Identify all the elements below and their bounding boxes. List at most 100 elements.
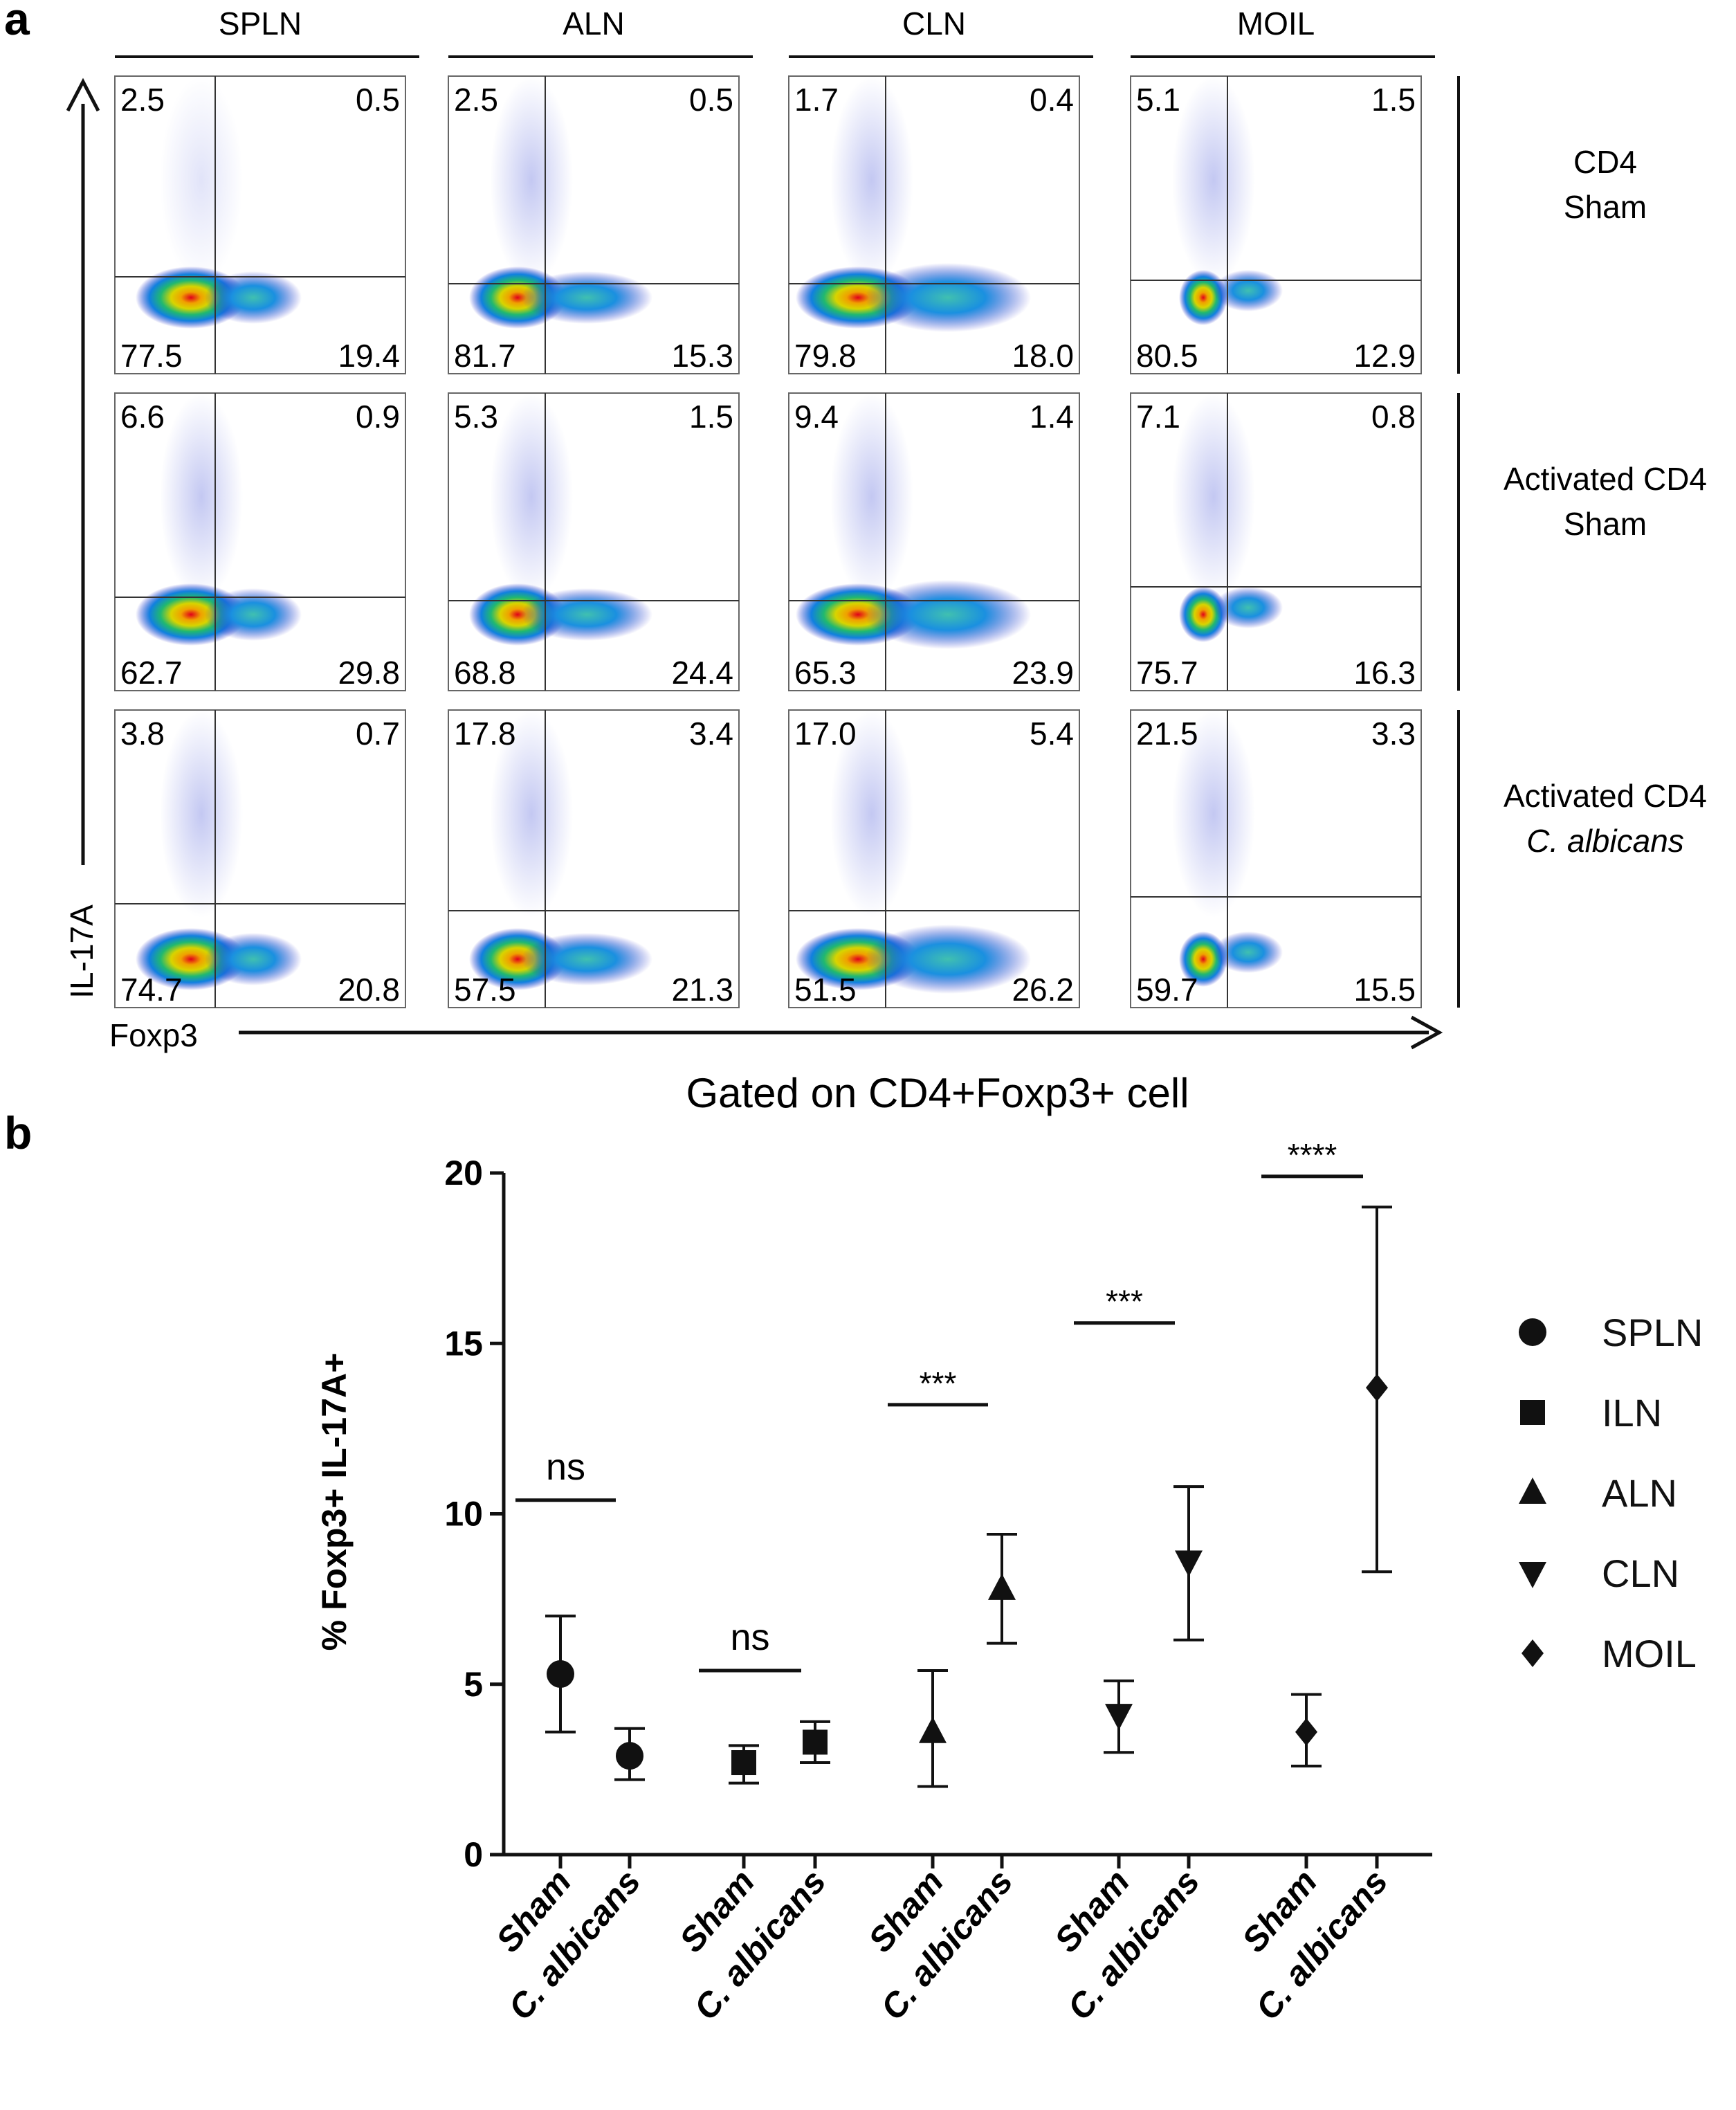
column-header: SPLN [219, 6, 302, 42]
flow-plot: 17.8 3.4 57.5 21.3 [448, 709, 740, 1008]
quadrant-value-upper-left: 9.4 [794, 399, 839, 435]
significance-label: *** [920, 1365, 957, 1401]
flow-plot: 21.5 3.3 59.7 15.5 [1130, 709, 1422, 1008]
legend-label: SPLN [1602, 1311, 1703, 1354]
event-density [1179, 270, 1227, 325]
il17a-axis-label: IL-17A [64, 904, 100, 999]
flow-plot: 2.5 0.5 81.7 15.3 [448, 75, 740, 374]
plot-frame [1130, 75, 1422, 374]
y-tick-label: 5 [464, 1665, 483, 1704]
quadrant-value-lower-left: 51.5 [794, 972, 857, 1008]
y-axis-arrow-head [66, 78, 100, 112]
series-cln [1104, 1485, 1204, 1754]
quadrant-value-upper-left: 21.5 [1136, 716, 1198, 752]
quadrant-value-upper-right: 0.5 [356, 82, 400, 118]
panel-a-label: a [4, 0, 30, 44]
quadrant-value-upper-right: 0.4 [1030, 82, 1074, 118]
panel-a-flow-grid: SPLN ALN CLN MOIL 2.5 0.5 77.5 19.4 2.5 0.5 81.7 15… [64, 6, 1707, 1053]
quadrant-value-lower-left: 65.3 [794, 655, 857, 691]
series-aln [917, 1533, 1017, 1788]
row-label-line1: Activated CD4 [1504, 461, 1707, 497]
quadrant-value-lower-right: 26.2 [1012, 972, 1074, 1008]
plot-frame [448, 392, 740, 691]
quadrant-value-lower-right: 16.3 [1353, 655, 1416, 691]
flow-plot: 5.3 1.5 68.8 24.4 [448, 392, 740, 691]
quadrant-value-upper-left: 5.1 [1136, 82, 1180, 118]
quadrant-value-lower-right: 18.0 [1012, 338, 1074, 374]
data-point-triangle-up [919, 1716, 947, 1743]
legend-label: MOIL [1602, 1632, 1697, 1675]
event-density [865, 263, 1031, 332]
significance-label: **** [1288, 1137, 1337, 1173]
quadrant-value-lower-left: 75.7 [1136, 655, 1198, 691]
quadrant-value-upper-left: 2.5 [120, 82, 165, 118]
quadrant-value-upper-left: 7.1 [1136, 399, 1180, 435]
data-point-circle [547, 1659, 574, 1688]
quadrant-value-lower-right: 21.3 [671, 972, 733, 1008]
event-cloud [160, 710, 243, 918]
significance-label: *** [1106, 1284, 1143, 1320]
quadrant-value-lower-left: 77.5 [120, 338, 183, 374]
quadrant-value-upper-left: 3.8 [120, 716, 165, 752]
quadrant-value-lower-left: 79.8 [794, 338, 857, 374]
y-tick-label: 20 [444, 1154, 483, 1192]
event-density [521, 271, 652, 324]
quadrant-value-upper-right: 0.8 [1371, 399, 1416, 435]
quadrant-value-upper-right: 5.4 [1030, 716, 1074, 752]
quadrant-value-upper-right: 1.5 [689, 399, 733, 435]
quadrant-value-upper-right: 3.4 [689, 716, 733, 752]
quadrant-value-upper-left: 17.0 [794, 716, 857, 752]
quadrant-value-upper-right: 1.4 [1030, 399, 1074, 435]
legend-label: ALN [1602, 1471, 1677, 1515]
data-point-square [803, 1729, 828, 1755]
quadrant-value-upper-right: 1.5 [1371, 82, 1416, 118]
legend-marker-cln [1519, 1562, 1546, 1588]
flow-plot: 7.1 0.8 75.7 16.3 [1130, 392, 1422, 691]
flow-plot: 5.1 1.5 80.5 12.9 [1130, 75, 1422, 374]
legend: SPLN ILN ALN CLN MOIL [1519, 1311, 1703, 1675]
row-label-line1: CD4 [1573, 144, 1637, 180]
quadrant-value-lower-right: 20.8 [338, 972, 400, 1008]
quadrant-value-upper-right: 0.7 [356, 716, 400, 752]
quadrant-value-upper-left: 6.6 [120, 399, 165, 435]
y-tick-label: 0 [464, 1835, 483, 1874]
event-cloud [490, 76, 573, 284]
legend-marker-moil [1522, 1639, 1544, 1667]
event-cloud [830, 76, 913, 284]
quadrant-value-lower-left: 74.7 [120, 972, 183, 1008]
event-cloud [1172, 393, 1255, 601]
event-density [1179, 587, 1227, 642]
plot-frame [114, 75, 406, 374]
quadrant-value-upper-left: 17.8 [454, 716, 516, 752]
plot-frame [114, 392, 406, 691]
quadrant-value-upper-right: 3.3 [1371, 716, 1416, 752]
event-cloud [160, 393, 243, 601]
column-header: ALN [563, 6, 624, 42]
event-density [205, 271, 302, 324]
panel-b-label: b [4, 1107, 32, 1158]
quadrant-value-lower-right: 23.9 [1012, 655, 1074, 691]
column-header: MOIL [1237, 6, 1315, 42]
quadrant-value-upper-right: 0.5 [689, 82, 733, 118]
legend-marker-iln [1520, 1400, 1545, 1425]
flow-plot: 9.4 1.4 65.3 23.9 [788, 392, 1080, 691]
data-point-diamond [1366, 1374, 1388, 1402]
data-point-triangle-up [988, 1573, 1016, 1600]
event-density [205, 933, 302, 985]
event-cloud [830, 710, 913, 918]
data-point-triangle-down [1175, 1550, 1203, 1577]
quadrant-value-lower-left: 80.5 [1136, 338, 1198, 374]
y-tick-label: 10 [444, 1495, 483, 1534]
flow-plot: 3.8 0.7 74.7 20.8 [114, 709, 406, 1008]
quadrant-value-lower-right: 19.4 [338, 338, 400, 374]
flow-plot: 2.5 0.5 77.5 19.4 [114, 75, 406, 374]
data-point-circle [616, 1742, 643, 1770]
event-cloud [1172, 710, 1255, 918]
y-tick-label: 15 [444, 1324, 483, 1363]
significance-label: ns [546, 1446, 585, 1488]
event-cloud [160, 76, 243, 284]
quadrant-value-upper-left: 1.7 [794, 82, 839, 118]
event-density [865, 925, 1031, 994]
quadrant-value-upper-left: 5.3 [454, 399, 498, 435]
